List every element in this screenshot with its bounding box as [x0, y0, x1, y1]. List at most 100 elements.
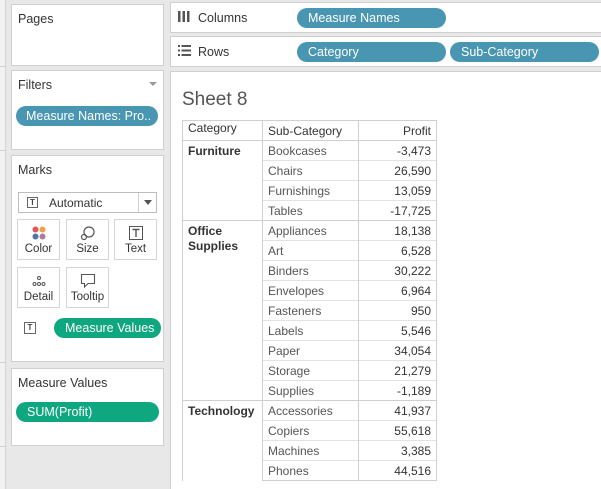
rows-label: Rows: [198, 45, 230, 59]
marks-detail-button[interactable]: Detail: [17, 267, 60, 308]
table-row: Art 6,528: [183, 240, 437, 261]
text-mark-icon: T: [27, 197, 38, 208]
table-row: Copiers 55,618: [183, 420, 437, 441]
sum-profit-pill[interactable]: SUM(Profit): [16, 402, 159, 422]
category-pill[interactable]: Category: [297, 42, 446, 62]
text-icon: [115, 225, 156, 241]
sub-category-cell[interactable]: Accessories: [262, 400, 359, 421]
table-row: Phones 44,516: [183, 460, 437, 481]
table-row: Technology Accessories 41,937: [182, 400, 437, 481]
filters-menu-caret-icon[interactable]: [149, 82, 157, 86]
measure-values-title: Measure Values: [18, 376, 108, 390]
header-profit[interactable]: Profit: [358, 120, 437, 141]
sub-category-cell[interactable]: Tables: [262, 200, 359, 221]
profit-cell[interactable]: 41,937: [358, 400, 437, 421]
profit-cell[interactable]: 950: [358, 300, 437, 321]
size-label: Size: [76, 243, 99, 255]
header-sub-category[interactable]: Sub-Category: [262, 120, 359, 141]
sub-category-cell[interactable]: Copiers: [262, 420, 359, 441]
sub-category-cell[interactable]: Appliances: [262, 220, 359, 241]
tooltip-label: Tooltip: [70, 291, 105, 303]
sub-category-cell[interactable]: Fasteners: [262, 300, 359, 321]
columns-shelf-label: Columns: [178, 11, 247, 25]
pages-title: Pages: [18, 12, 54, 26]
table-row: Binders 30,222: [183, 260, 437, 281]
header-category[interactable]: Category: [182, 120, 263, 141]
tooltip-icon: [67, 273, 108, 289]
rows-shelf[interactable]: Rows Category Sub-Category: [170, 36, 601, 67]
profit-cell[interactable]: 5,546: [358, 320, 437, 341]
filters-title: Filters: [18, 78, 53, 92]
sub-category-pill[interactable]: Sub-Category: [450, 42, 599, 62]
profit-cell[interactable]: 55,618: [358, 420, 437, 441]
sub-category-cell[interactable]: Binders: [262, 260, 359, 281]
marks-title: Marks: [18, 163, 53, 177]
marks-color-button[interactable]: Color: [17, 219, 60, 260]
table-row: Machines 3,385: [183, 440, 437, 461]
filter-pill-measure-names[interactable]: Measure Names: Pro..: [16, 106, 158, 126]
sub-category-cell[interactable]: Bookcases: [262, 140, 359, 161]
columns-label: Columns: [198, 11, 248, 25]
sub-category-cell[interactable]: Supplies: [262, 380, 359, 401]
table-row: Tables -17,725: [183, 200, 437, 221]
category-cell[interactable]: Furniture: [182, 140, 263, 221]
worksheet-view[interactable]: Sheet 8 Category Sub-Category Profit Fur…: [170, 71, 601, 489]
mark-type-dropdown[interactable]: T Automatic: [18, 192, 157, 213]
mark-type-dropdown-button[interactable]: [138, 193, 156, 212]
color-dots-icon: [18, 225, 59, 241]
table-row: Furnishings 13,059: [183, 180, 437, 201]
profit-cell[interactable]: 18,138: [358, 220, 437, 241]
profit-cell[interactable]: 44,516: [358, 460, 437, 481]
columns-icon: [178, 11, 190, 25]
sub-category-cell[interactable]: Labels: [262, 320, 359, 341]
rows-shelf-label: Rows: [178, 45, 229, 59]
sub-category-cell[interactable]: Furnishings: [262, 180, 359, 201]
table-row: Chairs 26,590: [183, 160, 437, 181]
sub-category-cell[interactable]: Envelopes: [262, 280, 359, 301]
table-row: Furniture Bookcases -3,473: [182, 140, 437, 221]
measure-values-card: Measure Values SUM(Profit): [11, 368, 164, 446]
profit-cell[interactable]: 34,054: [358, 340, 437, 361]
profit-cell[interactable]: 3,385: [358, 440, 437, 461]
measure-names-pill[interactable]: Measure Names: [297, 8, 446, 28]
profit-cell[interactable]: 13,059: [358, 180, 437, 201]
profit-cell[interactable]: 30,222: [358, 260, 437, 281]
sub-category-cell[interactable]: Storage: [262, 360, 359, 381]
sub-category-cell[interactable]: Art: [262, 240, 359, 261]
category-cell[interactable]: Office Supplies: [182, 220, 263, 401]
sub-category-cell[interactable]: Machines: [262, 440, 359, 461]
sheet-title: Sheet 8: [182, 89, 248, 110]
profit-cell[interactable]: 6,964: [358, 280, 437, 301]
filters-card[interactable]: Filters Measure Names: Pro..: [11, 70, 164, 150]
profit-cell[interactable]: 21,279: [358, 360, 437, 381]
marks-tooltip-button[interactable]: Tooltip: [66, 267, 109, 308]
columns-shelf[interactable]: Columns Measure Names: [170, 2, 601, 33]
marks-text-button[interactable]: Text: [114, 219, 157, 260]
table-row: Storage 21,279: [183, 360, 437, 381]
profit-cell[interactable]: -17,725: [358, 200, 437, 221]
table-row: Paper 34,054: [183, 340, 437, 361]
profit-cell[interactable]: 6,528: [358, 240, 437, 261]
category-cell[interactable]: Technology: [182, 400, 263, 481]
marks-size-button[interactable]: Size: [66, 219, 109, 260]
sub-category-cell[interactable]: Phones: [262, 460, 359, 481]
size-icon: [67, 225, 108, 241]
text-label: Text: [124, 243, 147, 255]
table-row: Supplies -1,189: [183, 380, 437, 401]
crosstab-table: Category Sub-Category Profit Furniture Bo…: [182, 120, 437, 481]
rows-icon: [178, 45, 191, 59]
left-edge-strip: [0, 0, 6, 489]
table-row: Office Supplies Appliances 18,138: [182, 220, 437, 401]
mark-type-label: Automatic: [49, 196, 103, 210]
sub-category-cell[interactable]: Chairs: [262, 160, 359, 181]
marks-measure-values-pill[interactable]: Measure Values: [54, 318, 161, 338]
profit-cell[interactable]: -1,189: [358, 380, 437, 401]
detail-dots-icon: [18, 273, 59, 289]
profit-cell[interactable]: -3,473: [358, 140, 437, 161]
sub-category-cell[interactable]: Paper: [262, 340, 359, 361]
marks-card: Marks T Automatic Color Size: [11, 155, 164, 362]
profit-cell[interactable]: 26,590: [358, 160, 437, 181]
detail-label: Detail: [23, 291, 54, 303]
pages-card[interactable]: Pages: [11, 4, 164, 66]
text-encoding-icon: T: [24, 322, 36, 334]
